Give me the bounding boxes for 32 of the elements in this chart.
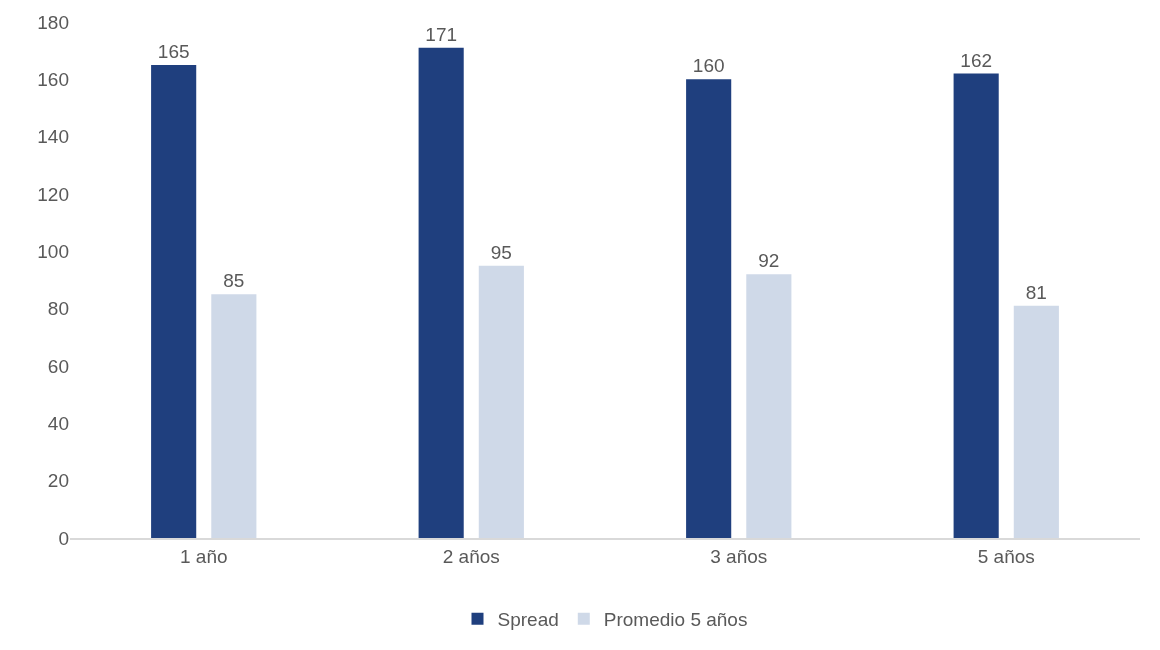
bar bbox=[211, 294, 257, 538]
bar bbox=[746, 274, 792, 538]
bar bbox=[478, 265, 524, 538]
y-tick-label: 120 bbox=[37, 183, 69, 205]
y-tick-label: 100 bbox=[37, 240, 69, 262]
bar bbox=[418, 47, 464, 538]
x-tick-label: 1 año bbox=[179, 545, 228, 567]
x-tick-label: 2 años bbox=[442, 545, 500, 567]
y-tick-label: 160 bbox=[37, 68, 69, 90]
data-label: 92 bbox=[758, 250, 780, 272]
legend-label: Promedio 5 años bbox=[603, 609, 748, 631]
y-tick-label: 0 bbox=[58, 527, 69, 549]
bar bbox=[1013, 305, 1059, 538]
legend-label: Spread bbox=[497, 609, 559, 631]
data-label: 162 bbox=[960, 49, 993, 71]
y-tick-label: 80 bbox=[47, 298, 69, 320]
data-label: 95 bbox=[490, 241, 512, 263]
data-label: 160 bbox=[692, 55, 725, 77]
data-label: 85 bbox=[223, 270, 245, 292]
data-label: 171 bbox=[425, 23, 458, 45]
y-tick-label: 180 bbox=[37, 11, 69, 33]
bar bbox=[151, 65, 197, 538]
x-tick-label: 3 años bbox=[710, 545, 768, 567]
x-tick-label: 5 años bbox=[977, 545, 1035, 567]
y-tick-label: 60 bbox=[47, 355, 69, 377]
bar bbox=[686, 79, 732, 538]
data-label: 165 bbox=[157, 41, 190, 62]
y-tick-label: 140 bbox=[37, 126, 69, 148]
y-tick-label: 40 bbox=[47, 412, 69, 434]
bar bbox=[953, 73, 999, 538]
y-tick-label: 20 bbox=[47, 470, 69, 492]
data-label: 81 bbox=[1025, 281, 1047, 303]
